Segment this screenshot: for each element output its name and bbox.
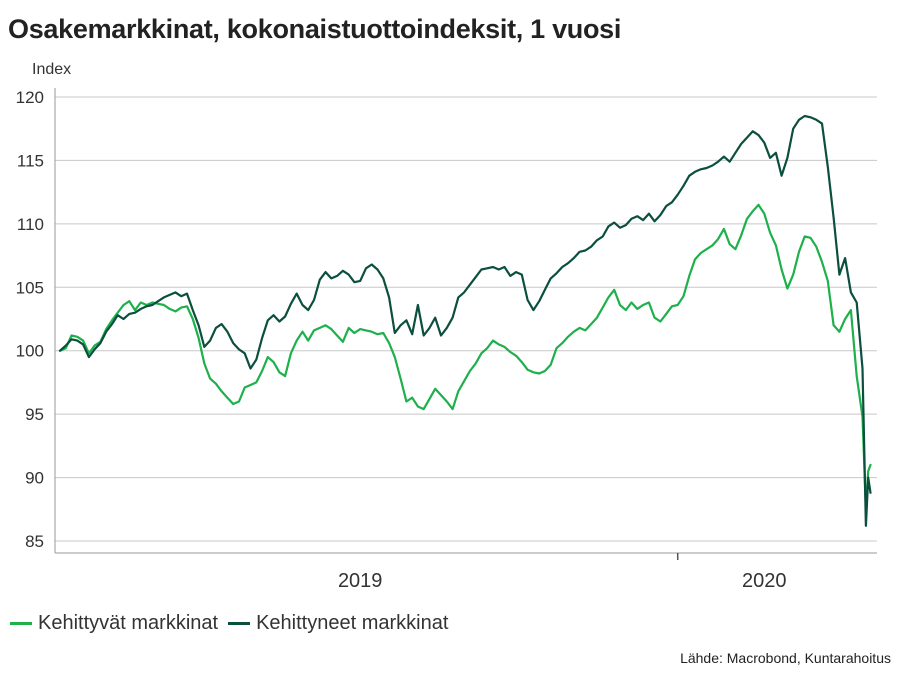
y-tick-90: 90 xyxy=(25,469,44,488)
x-tick-2020: 2020 xyxy=(742,570,787,592)
legend-item-developed: Kehittyneet markkinat xyxy=(228,612,448,635)
axes xyxy=(54,88,877,560)
series-lines xyxy=(58,114,872,527)
y-tick-95: 95 xyxy=(25,405,44,424)
y-tick-115: 115 xyxy=(17,151,44,170)
series-line-emerging xyxy=(58,203,872,511)
legend-swatch-emerging xyxy=(10,622,32,625)
y-tick-110: 110 xyxy=(17,215,44,234)
legend-item-emerging: Kehittyvät markkinat xyxy=(10,612,218,635)
source-note: Lähde: Macrobond, Kuntarahoitus xyxy=(680,650,891,666)
series-line-developed xyxy=(58,114,872,527)
x-tick-labels: 2019 2020 xyxy=(338,570,787,592)
y-axis-label: Index xyxy=(32,61,71,78)
x-tick-2019: 2019 xyxy=(338,570,383,592)
y-tick-100: 100 xyxy=(16,342,44,361)
gridlines xyxy=(55,96,877,542)
chart-title: Osakemarkkinat, kokonaistuottoindeksit, … xyxy=(8,14,622,44)
legend-swatch-developed xyxy=(228,622,251,625)
legend: Kehittyvät markkinat Kehittyneet markkin… xyxy=(10,612,458,635)
y-tick-85: 85 xyxy=(25,532,44,551)
y-tick-labels: 85 90 95 100 105 110 115 120 xyxy=(16,88,44,551)
legend-label-emerging: Kehittyvät markkinat xyxy=(38,612,219,634)
legend-label-developed: Kehittyneet markkinat xyxy=(256,612,449,634)
y-tick-120: 120 xyxy=(16,88,44,107)
y-tick-105: 105 xyxy=(16,278,44,297)
